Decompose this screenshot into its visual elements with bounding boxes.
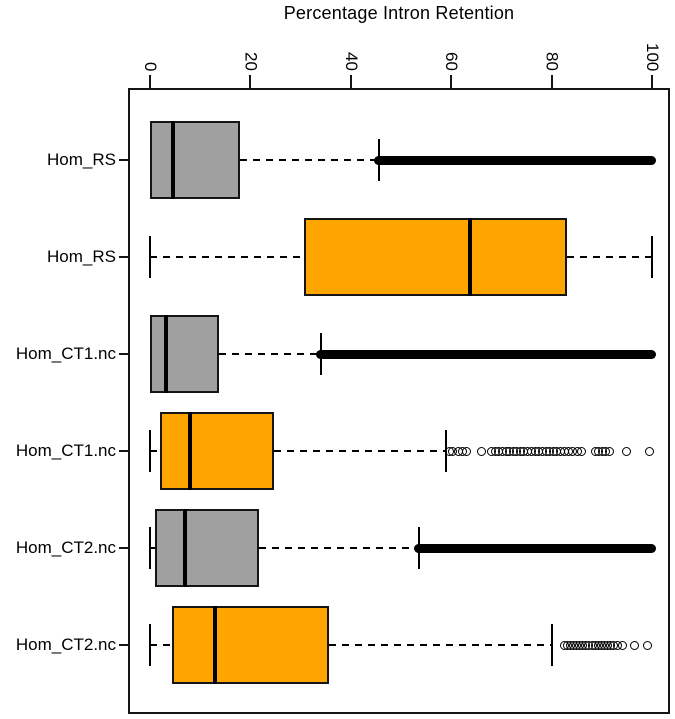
row-label: Hom_RS xyxy=(47,150,116,169)
outlier-point xyxy=(476,446,486,456)
x-axis-tick xyxy=(349,75,352,88)
chart-title: Percentage Intron Retention xyxy=(283,3,515,23)
x-axis-tick xyxy=(249,75,252,88)
box-iqr xyxy=(150,315,219,393)
outlier-point xyxy=(461,446,471,456)
y-axis-tick xyxy=(119,353,128,355)
outlier-band xyxy=(374,155,657,165)
upper-whisker-line xyxy=(218,353,321,355)
upper-whisker-line xyxy=(329,644,552,646)
upper-whisker-line xyxy=(240,159,379,161)
x-axis-tick xyxy=(651,75,653,88)
y-axis-tick xyxy=(119,159,128,161)
upper-whisker-cap xyxy=(651,236,653,278)
x-axis-tick-label: 20 xyxy=(241,52,261,71)
x-axis-tick-label: 0 xyxy=(141,61,160,71)
outlier-band xyxy=(316,349,657,359)
row-label: Hom_RS xyxy=(47,247,116,266)
lower-whisker-line xyxy=(150,644,172,646)
outlier-point xyxy=(577,446,587,456)
upper-whisker-line xyxy=(258,547,419,549)
plot-area-border xyxy=(128,88,670,714)
y-axis-tick xyxy=(119,256,128,258)
row-label: Hom_CT2.nc xyxy=(15,635,116,654)
lower-whisker-line xyxy=(150,450,161,452)
box-iqr xyxy=(155,509,259,587)
outlier-band xyxy=(414,543,657,553)
x-axis-tick xyxy=(149,75,151,88)
outlier-point xyxy=(617,640,627,650)
y-axis-tick xyxy=(119,644,128,646)
x-axis-tick-label: 100 xyxy=(643,42,662,71)
box-iqr xyxy=(304,218,568,296)
outlier-point xyxy=(604,446,614,456)
lower-whisker-cap xyxy=(149,624,151,666)
lower-whisker-line xyxy=(150,547,156,549)
median-line xyxy=(164,315,169,393)
box-iqr xyxy=(171,606,330,684)
x-axis-tick-label: 80 xyxy=(542,52,562,71)
y-axis-tick xyxy=(119,547,128,549)
row-label: Hom_CT1.nc xyxy=(15,441,116,460)
upper-whisker-cap xyxy=(550,624,553,666)
median-line xyxy=(467,218,472,296)
x-axis-tick-label: 40 xyxy=(341,52,361,71)
outlier-point xyxy=(630,640,640,650)
x-axis-tick xyxy=(550,75,553,88)
median-line xyxy=(170,121,175,199)
lower-whisker-line xyxy=(150,256,305,258)
outlier-point xyxy=(643,640,653,650)
box-iqr xyxy=(150,121,241,199)
x-axis-tick-label: 60 xyxy=(442,52,462,71)
median-line xyxy=(188,412,193,490)
x-axis-tick xyxy=(450,75,453,88)
upper-whisker-line xyxy=(567,256,652,258)
y-axis-tick xyxy=(119,450,128,452)
box-iqr xyxy=(160,412,274,490)
median-line xyxy=(213,606,218,684)
lower-whisker-cap xyxy=(149,430,151,472)
outlier-point xyxy=(645,446,655,456)
lower-whisker-cap xyxy=(149,527,151,569)
median-line xyxy=(183,509,188,587)
upper-whisker-line xyxy=(273,450,447,452)
lower-whisker-cap xyxy=(149,236,151,278)
outlier-point xyxy=(622,446,632,456)
row-label: Hom_CT2.nc xyxy=(15,538,116,557)
row-label: Hom_CT1.nc xyxy=(15,344,116,363)
